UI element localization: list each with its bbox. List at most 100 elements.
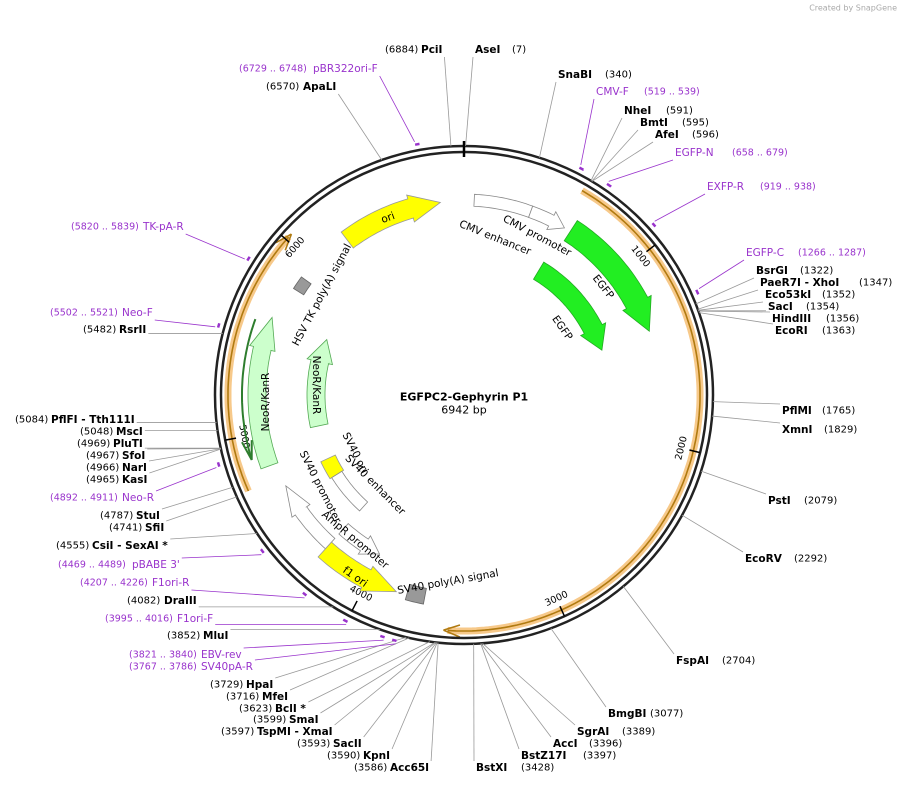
primer-range: (4892 .. 4911) — [50, 493, 118, 504]
leader-line — [149, 448, 222, 474]
leader-line — [275, 636, 407, 679]
leader-line — [444, 56, 452, 147]
primer-site — [246, 256, 251, 262]
leader-line — [698, 301, 764, 311]
enzyme-position: (3397) — [583, 751, 616, 762]
enzyme-position: (591) — [666, 106, 693, 117]
leader-line — [465, 56, 474, 147]
enzyme-name: SmaI — [289, 714, 319, 726]
enzyme-name: HpaI — [246, 679, 273, 691]
leader-line — [243, 639, 384, 649]
enzyme-position: (3599) — [253, 715, 286, 726]
enzyme-position: (3729) — [210, 680, 243, 691]
enzyme-position: (4966) — [86, 463, 119, 474]
primer-site — [391, 638, 397, 643]
primer-site — [379, 634, 385, 639]
primer-site — [651, 222, 657, 228]
cmv-promoter-shape — [528, 205, 566, 231]
enzyme-position: (3597) — [221, 727, 254, 738]
enzyme-name: MluI — [203, 630, 228, 642]
leader-line — [482, 643, 576, 726]
enzyme-position: (3623) — [239, 704, 272, 715]
leader-line — [161, 486, 233, 510]
scale-tick — [689, 449, 701, 454]
enzyme-name: PflMI — [782, 405, 812, 417]
leader-line — [181, 554, 262, 559]
enzyme-name: EcoRI — [775, 325, 808, 337]
leader-line — [697, 289, 759, 310]
enzyme-name: PluTI — [113, 438, 143, 450]
primer-site — [414, 142, 420, 146]
scale-tick — [351, 600, 358, 612]
enzyme-position: (1829) — [824, 425, 857, 436]
scale-tick — [225, 437, 237, 441]
enzyme-position: (596) — [692, 130, 719, 141]
feature-label: NeoR/KanR — [260, 373, 272, 432]
leader-line — [480, 643, 520, 750]
scale-tick-label: 2000 — [673, 435, 689, 461]
enzyme-name: BclI * — [275, 703, 306, 715]
leader-line — [698, 310, 771, 313]
leader-line — [580, 98, 595, 166]
credit: Created by SnapGene — [809, 4, 897, 13]
sv40-promoter-shape — [285, 484, 336, 550]
primer-range: (3821 .. 3840) — [129, 650, 197, 661]
enzyme-position: (4787) — [100, 511, 133, 522]
enzyme-name: BstZ17I — [521, 750, 566, 762]
leader-line — [170, 533, 258, 540]
neor-cds-arrowhead — [241, 440, 253, 461]
enzyme-name: ApaLI — [303, 81, 336, 93]
ring-feature-line — [227, 236, 290, 492]
enzyme-name: Acc65I — [390, 762, 429, 774]
enzyme-name: BsrGI — [756, 265, 788, 277]
enzyme-name: XmnI — [782, 424, 812, 436]
enzyme-position: (6884) — [385, 45, 418, 56]
enzyme-name: MscI — [116, 426, 143, 438]
ring-feature-line — [447, 189, 701, 632]
enzyme-name: EcoRV — [745, 553, 783, 565]
map-title: EGFPC2-Gephyrin P1 — [400, 391, 528, 404]
primer-name: Neo-R — [122, 492, 154, 504]
leader-line — [590, 117, 623, 181]
leader-line — [334, 642, 436, 726]
enzyme-position: (1352) — [822, 290, 855, 301]
leader-line — [480, 643, 552, 738]
primer-range: (1266 .. 1287) — [798, 248, 866, 259]
enzyme-name: AfeI — [655, 129, 679, 141]
primer-name: pBABE 3' — [132, 559, 180, 571]
scale-tick — [559, 605, 566, 617]
primer-range: (4207 .. 4226) — [80, 578, 148, 589]
enzyme-name: PaeR7I - XhoI — [760, 277, 839, 289]
enzyme-name: DraIII — [164, 595, 197, 607]
leader-line — [700, 470, 767, 495]
primer-site — [216, 322, 221, 328]
leader-line — [695, 277, 755, 305]
leader-line — [698, 259, 745, 289]
leader-line — [166, 496, 237, 522]
enzyme-position: (4741) — [109, 523, 142, 534]
leader-line — [591, 129, 639, 182]
primer-name: EGFP-C — [746, 247, 784, 259]
leader-line — [550, 628, 607, 708]
enzyme-name: SnaBI — [558, 69, 592, 81]
primer-name: SV40pA-R — [201, 661, 253, 673]
enzyme-name: CsiI - SexAI * — [92, 540, 168, 552]
enzyme-name: BmgBI — [608, 708, 646, 720]
primer-site — [695, 289, 700, 295]
feature-label: HSV TK poly(A) signal — [290, 242, 354, 348]
enzyme-name: AseI — [475, 44, 500, 56]
cmv-enhancer-shape — [473, 193, 534, 218]
enzyme-name: AccI — [553, 738, 577, 750]
primer-name: F1ori-F — [177, 613, 213, 625]
primer-name: CMV-F — [596, 86, 629, 98]
neor-shape — [247, 316, 279, 470]
enzyme-name: TspMI - XmaI — [257, 726, 333, 738]
enzyme-position: (5482) — [83, 325, 116, 336]
feature-label: EGFP — [549, 313, 574, 342]
primer-site — [260, 548, 265, 554]
enzyme-position: (340) — [605, 70, 632, 81]
sv40-enhancer-shape — [331, 470, 369, 512]
leader-line — [391, 642, 438, 750]
leader-line — [712, 401, 781, 405]
